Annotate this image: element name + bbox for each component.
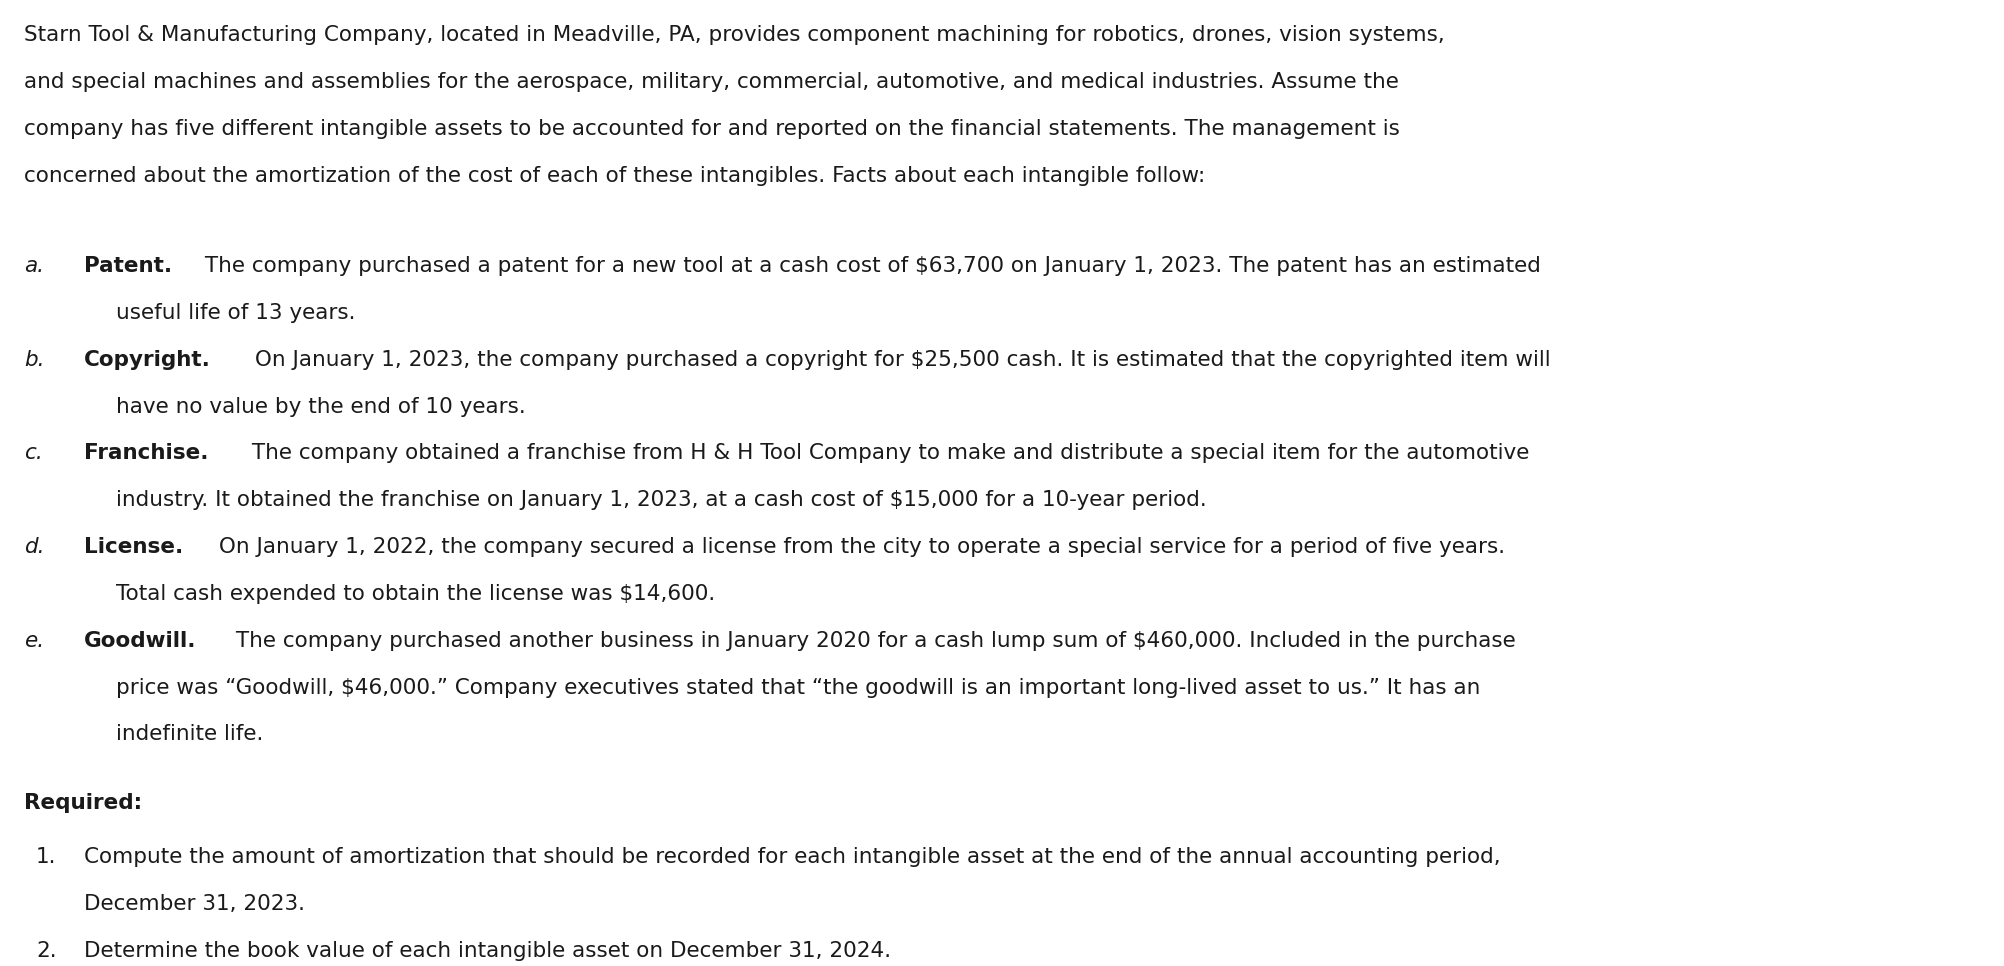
Text: Goodwill.: Goodwill. xyxy=(84,631,196,651)
Text: useful life of 13 years.: useful life of 13 years. xyxy=(116,303,357,323)
Text: License.: License. xyxy=(84,537,184,557)
Text: December 31, 2023.: December 31, 2023. xyxy=(84,894,305,914)
Text: Patent.: Patent. xyxy=(84,256,172,276)
Text: The company obtained a franchise from H & H Tool Company to make and distribute : The company obtained a franchise from H … xyxy=(244,443,1529,464)
Text: Compute the amount of amortization that should be recorded for each intangible a: Compute the amount of amortization that … xyxy=(84,847,1501,867)
Text: Determine the book value of each intangible asset on December 31, 2024.: Determine the book value of each intangi… xyxy=(84,941,892,960)
Text: price was “Goodwill, $46,000.” Company executives stated that “the goodwill is a: price was “Goodwill, $46,000.” Company e… xyxy=(116,677,1481,697)
Text: On January 1, 2023, the company purchased a copyright for $25,500 cash. It is es: On January 1, 2023, the company purchase… xyxy=(248,350,1551,370)
Text: The company purchased another business in January 2020 for a cash lump sum of $4: The company purchased another business i… xyxy=(228,631,1517,651)
Text: and special machines and assemblies for the aerospace, military, commercial, aut: and special machines and assemblies for … xyxy=(24,71,1399,92)
Text: company has five different intangible assets to be accounted for and reported on: company has five different intangible as… xyxy=(24,119,1401,139)
Text: Starn Tool & Manufacturing Company, located in Meadville, PA, provides component: Starn Tool & Manufacturing Company, loca… xyxy=(24,25,1445,45)
Text: Required:: Required: xyxy=(24,793,142,813)
Text: On January 1, 2022, the company secured a license from the city to operate a spe: On January 1, 2022, the company secured … xyxy=(212,537,1505,557)
Text: d.: d. xyxy=(24,537,44,557)
Text: industry. It obtained the franchise on January 1, 2023, at a cash cost of $15,00: industry. It obtained the franchise on J… xyxy=(116,490,1206,510)
Text: The company purchased a patent for a new tool at a cash cost of $63,700 on Janua: The company purchased a patent for a new… xyxy=(198,256,1541,276)
Text: Total cash expended to obtain the license was $14,600.: Total cash expended to obtain the licens… xyxy=(116,583,715,604)
Text: e.: e. xyxy=(24,631,44,651)
Text: have no value by the end of 10 years.: have no value by the end of 10 years. xyxy=(116,396,525,416)
Text: a.: a. xyxy=(24,256,44,276)
Text: indefinite life.: indefinite life. xyxy=(116,724,265,745)
Text: 1.: 1. xyxy=(36,847,56,867)
Text: Franchise.: Franchise. xyxy=(84,443,208,464)
Text: 2.: 2. xyxy=(36,941,56,960)
Text: b.: b. xyxy=(24,350,44,370)
Text: concerned about the amortization of the cost of each of these intangibles. Facts: concerned about the amortization of the … xyxy=(24,165,1204,185)
Text: c.: c. xyxy=(24,443,42,464)
Text: Copyright.: Copyright. xyxy=(84,350,210,370)
